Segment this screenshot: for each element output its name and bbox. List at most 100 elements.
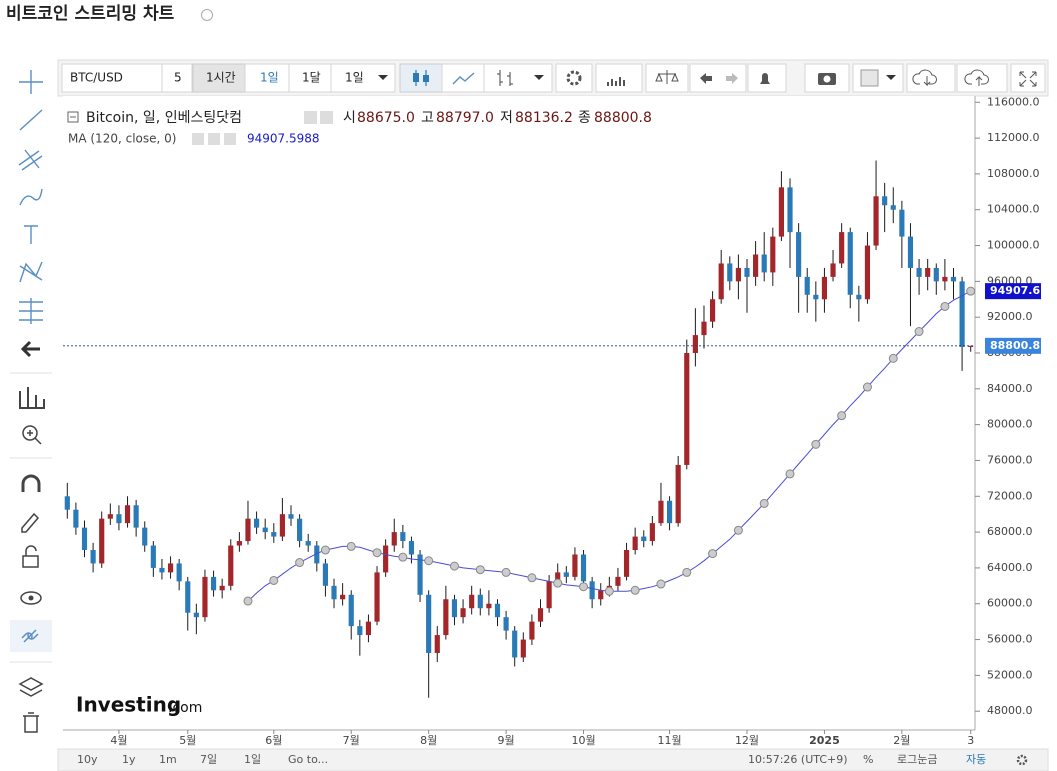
visibility-tool[interactable] [20, 591, 42, 605]
legend-button[interactable] [208, 133, 220, 145]
ma-marker [862, 382, 872, 392]
legend-button[interactable] [192, 133, 204, 145]
candle-body [391, 532, 397, 546]
interval-label: 1달 [302, 71, 321, 85]
fib-tool[interactable] [19, 298, 43, 324]
goto-button[interactable]: Go to... [288, 753, 328, 766]
line-type-button[interactable] [441, 63, 485, 93]
lock-draw-tool[interactable] [21, 512, 40, 533]
ohlc-label: 시 [343, 110, 356, 126]
candle-body [167, 563, 174, 573]
interval-button[interactable] [244, 63, 290, 93]
candle-body [322, 563, 328, 586]
candle-body [847, 232, 853, 295]
layers-tool[interactable] [18, 677, 44, 697]
unlock-tool[interactable] [22, 555, 39, 568]
trendline-tool[interactable] [19, 109, 43, 131]
range-button[interactable]: 1m [159, 753, 177, 766]
percent-toggle[interactable]: % [863, 753, 873, 766]
candle-body [512, 630, 518, 658]
measure-tool[interactable] [19, 387, 45, 409]
fullscreen-button[interactable] [1010, 63, 1046, 93]
ohlc-value: 88800.8 [594, 110, 652, 126]
ma-marker [372, 548, 382, 558]
y-tick-label: 64000.0 [987, 561, 1033, 574]
ma-marker [708, 549, 718, 559]
settings-icon[interactable] [1016, 754, 1028, 766]
candle-body [942, 276, 948, 282]
symbol-box[interactable] [61, 63, 163, 93]
log-toggle[interactable]: 로그눈금 [897, 753, 937, 766]
interval-button[interactable] [288, 63, 332, 93]
info-icon[interactable] [201, 9, 213, 21]
bottom-bar [57, 748, 1049, 771]
magnet-tool[interactable] [21, 474, 41, 492]
legend-button[interactable] [320, 111, 333, 124]
collapse-box[interactable] [67, 111, 79, 123]
icon [1019, 71, 1037, 87]
delete-tool[interactable] [23, 712, 39, 733]
y-tick-label: 112000.0 [987, 131, 1040, 144]
pitchfork-tool[interactable] [18, 149, 43, 171]
zoom-tool[interactable] [22, 425, 38, 441]
link-tool[interactable] [21, 629, 39, 643]
range-button[interactable]: 10y [77, 753, 98, 766]
settings-button[interactable] [555, 63, 593, 93]
candle-body [821, 276, 828, 300]
brush-tool[interactable] [19, 188, 43, 206]
candle-body [830, 263, 836, 277]
candle-body [666, 500, 673, 524]
crosshair-tool[interactable] [19, 70, 43, 94]
auto-toggle[interactable]: 자동 [966, 753, 986, 766]
pattern-tool[interactable] [19, 261, 43, 283]
candle-body [451, 599, 458, 618]
series-title: Bitcoin, 일, 인베스팅닷컴 [86, 110, 242, 126]
candle-body [623, 550, 630, 577]
range-button[interactable]: 1일 [244, 752, 261, 766]
y-tick-label: 92000.0 [987, 310, 1033, 323]
candle-body [236, 541, 242, 546]
icon [964, 69, 989, 86]
y-tick-label: 52000.0 [987, 668, 1033, 681]
ma-legend-name: MA (120, close, 0) [68, 132, 176, 146]
candle-body [641, 536, 647, 542]
last-price-label: 88800.8 [990, 339, 1040, 352]
icon [912, 69, 937, 87]
symbol: BTC/USD [70, 71, 123, 85]
x-tick-label: 5월 [179, 734, 196, 747]
range-button[interactable]: 7일 [200, 752, 217, 766]
ma-marker [346, 541, 356, 551]
candle-body [684, 353, 690, 465]
interval-input[interactable] [161, 63, 193, 93]
range-label: 1일 [345, 71, 364, 85]
legend-button[interactable] [224, 133, 236, 145]
icon [566, 70, 582, 86]
x-tick-label: 7월 [343, 734, 360, 747]
candle-type-button[interactable] [399, 63, 443, 93]
text-tool[interactable] [24, 225, 38, 244]
load-button[interactable] [906, 63, 956, 93]
candle-body [537, 608, 544, 622]
candle-body [882, 196, 888, 206]
bar-type-button[interactable] [483, 63, 553, 93]
icon [27, 430, 42, 445]
ohlc-value: 88675.0 [357, 110, 415, 126]
candle-body [864, 245, 871, 300]
collapse-tool[interactable] [20, 340, 40, 358]
candle-body [99, 518, 105, 564]
candle-body [804, 276, 810, 295]
interval-label: 1일 [260, 71, 279, 85]
candle-body [813, 294, 819, 300]
ma-marker [579, 582, 589, 592]
y-tick-label: 48000.0 [987, 704, 1033, 717]
x-tick-label: 6월 [265, 734, 282, 747]
icon [423, 75, 429, 82]
candle-body [193, 612, 199, 618]
candle-body [271, 532, 277, 537]
candle-body [890, 205, 896, 210]
candle-body [710, 299, 716, 322]
candle-body [787, 187, 793, 233]
range-button[interactable]: 1y [122, 753, 136, 766]
legend-button[interactable] [304, 111, 317, 124]
candle-body [288, 514, 294, 519]
